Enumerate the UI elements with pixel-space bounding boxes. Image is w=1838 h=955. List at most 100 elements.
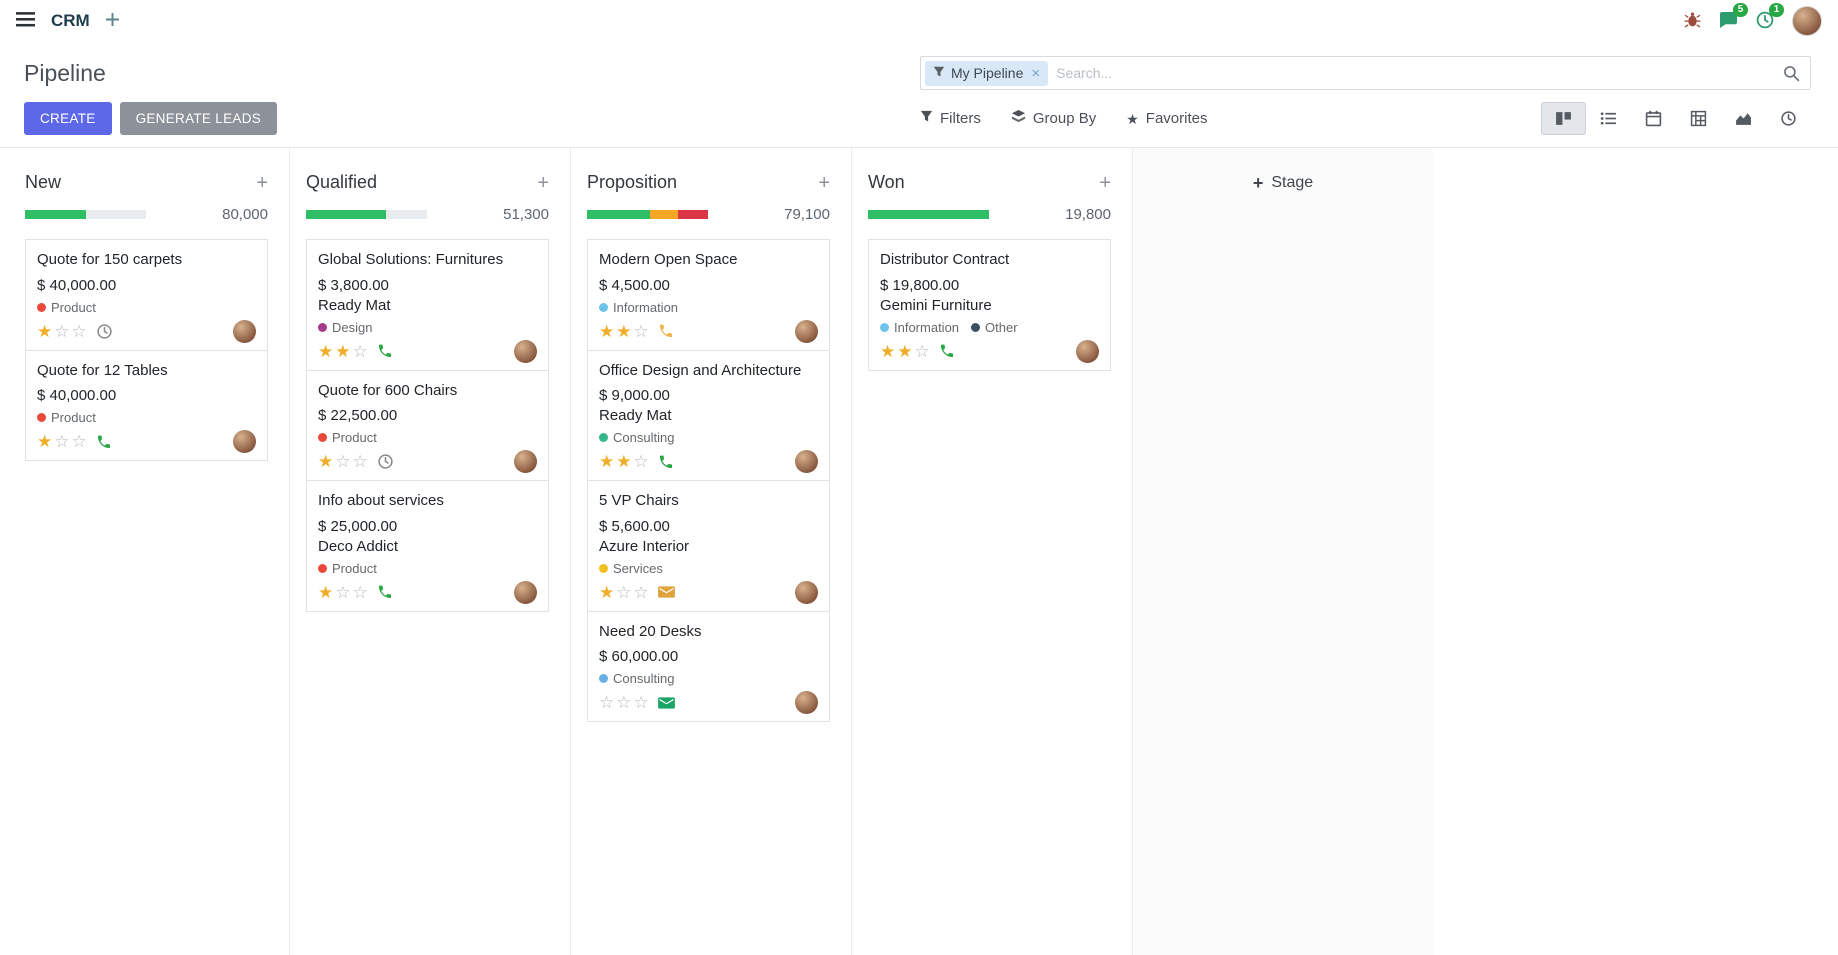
card-footer: ★ ☆ ☆	[37, 430, 256, 453]
card-expected-revenue: $ 5,600.00	[599, 517, 670, 535]
kanban-card[interactable]: Global Solutions: Furnitures $ 3,800.00 Re…	[306, 239, 549, 371]
star-filled-icon[interactable]: ★	[318, 452, 334, 471]
phone-activity-icon[interactable]	[377, 584, 393, 600]
filters-menu-button[interactable]: Filters	[920, 109, 981, 128]
star-empty-icon[interactable]: ☆	[633, 582, 649, 602]
debug-menu-button[interactable]	[1682, 9, 1703, 33]
view-switch-graph[interactable]	[1721, 102, 1766, 135]
column-quick-add-button[interactable]: +	[818, 171, 830, 194]
search-bar[interactable]: My Pipeline ×	[920, 56, 1811, 90]
star-empty-icon[interactable]: ☆	[352, 341, 368, 361]
star-empty-icon[interactable]: ☆	[71, 432, 87, 451]
phone-activity-icon[interactable]	[377, 343, 393, 359]
star-empty-icon[interactable]: ☆	[616, 582, 632, 602]
kanban-card[interactable]: Distributor Contract $ 19,800.00 Gemini Fu…	[868, 239, 1111, 371]
kanban-card[interactable]: 5 VP Chairs $ 5,600.00 Azure Interior Servi…	[587, 480, 830, 612]
progressbar-segment[interactable]	[385, 210, 427, 219]
column-quick-add-button[interactable]: +	[537, 171, 549, 194]
progressbar-segment[interactable]	[649, 210, 678, 219]
tag-dot-icon	[318, 322, 327, 332]
control-panel: Pipeline My Pipeline × CREATE GENERATE L…	[0, 42, 1838, 148]
progressbar-segment[interactable]	[85, 210, 146, 219]
star-empty-icon[interactable]: ☆	[335, 452, 351, 471]
envelope-activity-icon[interactable]	[657, 696, 675, 710]
phone-activity-icon[interactable]	[658, 454, 674, 470]
star-filled-icon[interactable]: ★	[37, 321, 53, 341]
star-empty-icon[interactable]: ☆	[599, 693, 615, 712]
envelope-activity-icon[interactable]	[657, 585, 675, 599]
salesperson-avatar	[514, 580, 537, 604]
app-name[interactable]: CRM	[51, 11, 90, 30]
add-stage-button[interactable]: + Stage	[1253, 174, 1313, 192]
column-quick-add-button[interactable]: +	[256, 171, 268, 194]
phone-activity-icon[interactable]	[96, 434, 112, 450]
kanban-card[interactable]: Need 20 Desks $ 60,000.00 Consulting ☆ ☆ ☆	[587, 610, 830, 722]
clock-activity-icon[interactable]	[96, 323, 113, 340]
column-progressbar[interactable]	[868, 210, 989, 219]
view-switch-list[interactable]	[1586, 102, 1631, 135]
kanban-card[interactable]: Modern Open Space $ 4,500.00 Information ★ ★…	[587, 239, 830, 351]
star-filled-icon[interactable]: ★	[897, 341, 913, 361]
user-menu-button[interactable]	[1790, 4, 1824, 38]
clock-activity-icon[interactable]	[377, 453, 394, 470]
star-empty-icon[interactable]: ☆	[54, 321, 70, 341]
star-filled-icon[interactable]: ★	[318, 582, 334, 602]
kanban-card[interactable]: Quote for 600 Chairs $ 22,500.00 Product ★ ☆…	[306, 369, 549, 481]
progressbar-segment[interactable]	[306, 210, 386, 219]
kanban-card[interactable]: Quote for 150 carpets $ 40,000.00 Product ★…	[25, 239, 268, 351]
progressbar-segment[interactable]	[868, 210, 989, 219]
card-footer: ★ ★ ☆	[318, 339, 537, 363]
apps-menu-button[interactable]	[14, 10, 37, 32]
column-quick-add-button[interactable]: +	[1099, 171, 1111, 194]
star-filled-icon[interactable]: ★	[335, 341, 351, 361]
star-empty-icon[interactable]: ☆	[54, 432, 70, 451]
star-empty-icon[interactable]: ☆	[914, 341, 930, 361]
favorites-menu-button[interactable]: ★ Favorites	[1126, 109, 1207, 128]
star-empty-icon[interactable]: ☆	[352, 582, 368, 602]
star-filled-icon[interactable]: ★	[616, 321, 632, 341]
star-empty-icon[interactable]: ☆	[633, 693, 649, 712]
kanban-card[interactable]: Office Design and Architecture $ 9,000.00…	[587, 349, 830, 481]
view-switch-calendar[interactable]	[1631, 102, 1676, 135]
column-cards: Modern Open Space $ 4,500.00 Information ★ ★…	[587, 239, 830, 722]
progressbar-segment[interactable]	[25, 210, 86, 219]
column-progressbar[interactable]	[306, 210, 427, 219]
search-facet[interactable]: My Pipeline ×	[925, 60, 1049, 86]
star-filled-icon[interactable]: ★	[616, 452, 632, 471]
view-switch-kanban[interactable]	[1541, 102, 1586, 135]
phone-activity-icon[interactable]	[939, 343, 955, 359]
salesperson-avatar	[233, 430, 256, 453]
column-progressbar[interactable]	[25, 210, 146, 219]
create-button[interactable]: CREATE	[24, 102, 112, 135]
star-filled-icon[interactable]: ★	[318, 341, 334, 361]
phone-activity-icon[interactable]	[658, 323, 674, 339]
search-input[interactable]	[1048, 65, 1783, 81]
star-empty-icon[interactable]: ☆	[71, 321, 87, 341]
kanban-card[interactable]: Info about services $ 25,000.00 Deco Addic…	[306, 480, 549, 612]
search-icon[interactable]	[1783, 65, 1800, 82]
column-progressbar[interactable]	[587, 210, 708, 219]
star-filled-icon[interactable]: ★	[880, 341, 896, 361]
top-navbar: CRM 5 1	[0, 0, 1838, 42]
view-switch-activity[interactable]	[1766, 102, 1811, 135]
group-by-menu-button[interactable]: Group By	[1011, 109, 1096, 128]
star-empty-icon[interactable]: ☆	[352, 452, 368, 471]
star-filled-icon[interactable]: ★	[37, 432, 53, 451]
star-filled-icon[interactable]: ★	[599, 582, 615, 602]
view-switch-pivot[interactable]	[1676, 102, 1721, 135]
facet-remove-icon[interactable]: ×	[1031, 64, 1041, 82]
progressbar-segment[interactable]	[587, 210, 650, 219]
kanban-card[interactable]: Quote for 12 Tables $ 40,000.00 Product ★ ☆ ☆	[25, 349, 268, 461]
list-view-icon	[1600, 110, 1617, 127]
generate-leads-button[interactable]: GENERATE LEADS	[119, 102, 278, 135]
quick-create-button[interactable]	[104, 11, 121, 31]
star-empty-icon[interactable]: ☆	[633, 321, 649, 341]
progressbar-segment[interactable]	[677, 210, 708, 219]
star-empty-icon[interactable]: ☆	[616, 693, 632, 712]
activities-menu-button[interactable]: 1	[1754, 2, 1784, 34]
star-empty-icon[interactable]: ☆	[335, 582, 351, 602]
messages-menu-button[interactable]: 5	[1717, 3, 1748, 33]
star-empty-icon[interactable]: ☆	[633, 452, 649, 471]
star-filled-icon[interactable]: ★	[599, 321, 615, 341]
star-filled-icon[interactable]: ★	[599, 452, 615, 471]
